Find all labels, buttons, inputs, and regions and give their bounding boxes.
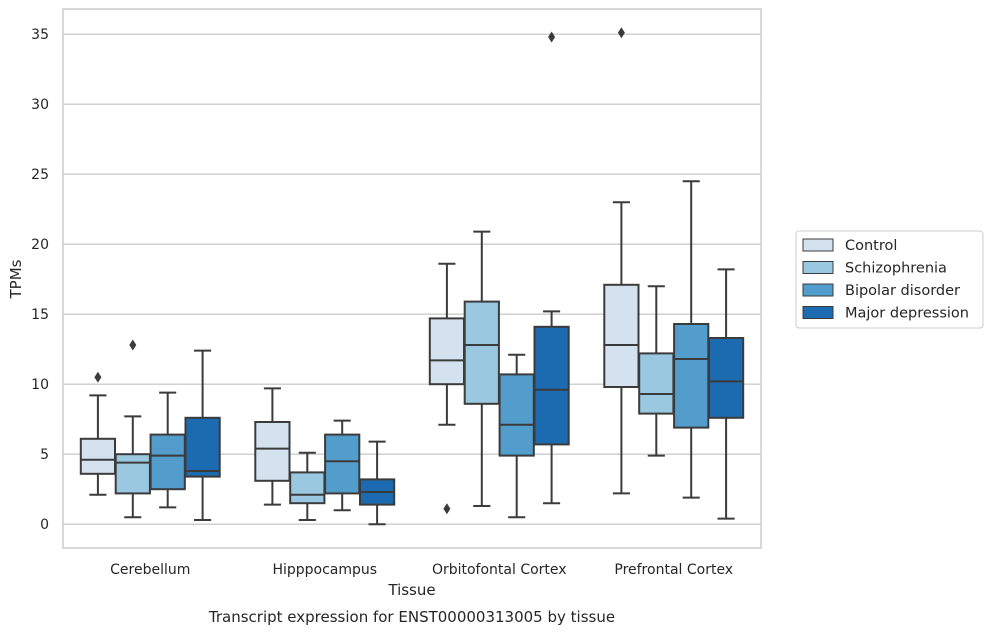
x-tick-labels: Cerebellum Hipppocampus Orbitofontal Corte…: [110, 562, 733, 578]
box-group: [114, 339, 151, 519]
box: [114, 453, 151, 495]
box-group: [673, 180, 710, 499]
x-tick-label: Orbitofontal Cortex: [432, 562, 567, 578]
legend-swatch: [802, 306, 834, 319]
outlier-marker: [94, 371, 102, 383]
box-group: [358, 440, 396, 526]
y-tick-label: 30: [31, 97, 49, 113]
legend-label: Bipolar disorder: [845, 283, 960, 299]
outlier-marker: [443, 503, 451, 515]
y-tick-label: 15: [31, 307, 49, 323]
plot-frame: [62, 8, 762, 549]
chart-caption: Transcript expression for ENST0000031300…: [208, 608, 615, 626]
legend-swatch: [802, 238, 834, 252]
box: [149, 433, 186, 491]
box: [673, 323, 710, 429]
box: [638, 352, 675, 415]
box-group: [149, 391, 186, 509]
box: [533, 325, 570, 446]
box-group: [603, 27, 640, 495]
box-group: [533, 31, 570, 505]
box-group: [184, 349, 221, 521]
box: [428, 317, 466, 386]
box: [254, 421, 291, 482]
y-tick-label: 0: [40, 517, 49, 533]
box-group: [254, 387, 291, 506]
x-axis-label: Tissue: [387, 581, 435, 599]
outlier-marker: [617, 27, 625, 39]
y-tick-label: 25: [31, 167, 49, 183]
legend-frame: [795, 230, 984, 329]
y-tick-label: 20: [31, 237, 49, 253]
y-axis-label: TPMs: [7, 259, 25, 299]
outlier-marker: [129, 339, 137, 351]
legend: Control Schizophrenia Bipolar disorder Majo…: [795, 230, 984, 329]
box-group: [79, 371, 117, 496]
box-group: [707, 268, 745, 520]
legend-label: Schizophrenia: [845, 261, 947, 277]
legend-entries: Control Schizophrenia Bipolar disorder Majo…: [802, 238, 969, 322]
x-tick-label: Prefrontal Cortex: [614, 562, 733, 578]
box: [324, 433, 361, 495]
box: [289, 471, 326, 505]
box-group: [324, 419, 361, 512]
legend-label: Control: [845, 238, 897, 254]
box: [603, 283, 640, 388]
legend-swatch: [802, 261, 834, 274]
y-tick-labels: 0 5 10 15 20 25 30 35: [31, 27, 49, 533]
y-tick-label: 5: [40, 447, 49, 463]
y-tick-label: 10: [31, 377, 49, 393]
x-tick-label: Hipppocampus: [272, 562, 377, 578]
box-groups: [79, 27, 745, 526]
box: [79, 437, 117, 475]
x-tick-label: Cerebellum: [110, 562, 190, 578]
outlier-marker: [548, 31, 556, 43]
box-group: [498, 353, 535, 519]
box: [463, 300, 500, 405]
legend-swatch: [802, 283, 834, 297]
legend-label: Major depression: [845, 306, 969, 322]
box: [707, 337, 745, 419]
box: [498, 373, 535, 457]
box-group: [289, 451, 326, 521]
box: [184, 416, 221, 478]
box-group: [463, 230, 500, 507]
y-tick-label: 35: [31, 27, 49, 43]
